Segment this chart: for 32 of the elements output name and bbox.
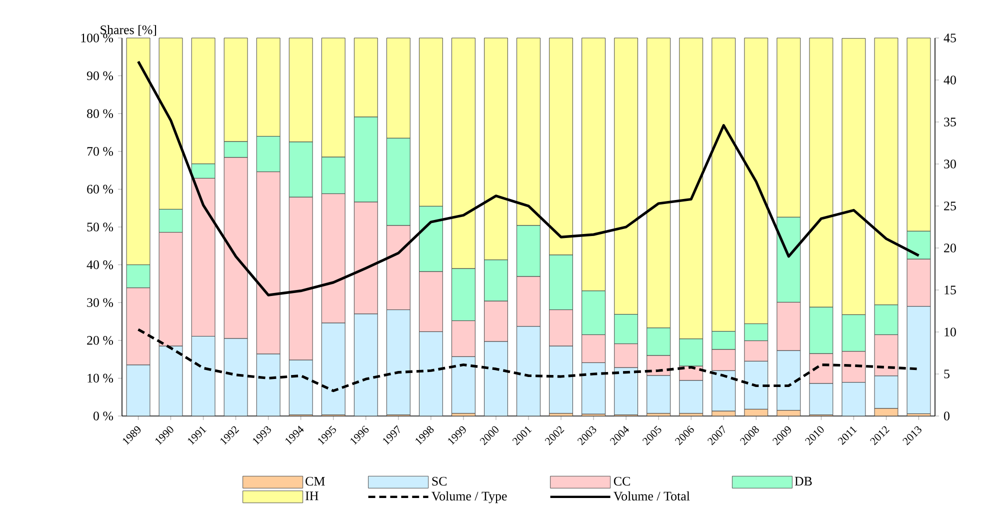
legend-label: CC [614,476,630,486]
y2-tick-label: 20 [944,244,956,252]
y-tick-label: 50 % [87,222,114,232]
y-tick-label: 90 % [86,71,114,80]
y-tick-label: 100 % [81,34,114,42]
legend-label: Volume / Total [614,491,690,501]
y-tick-label: 40 % [86,260,114,270]
y2-tick-label: 15 [944,286,956,294]
legend-label: Volume / Type [432,491,507,504]
y2-tick-label: 25 [944,202,956,210]
x-tick-label: 2011 [838,426,857,445]
legend-label: CM [306,476,325,486]
legend-label: IH [306,492,318,500]
y-tick-label: 20 % [87,336,114,345]
legend-label: DB [794,476,812,486]
y2-tick-label: 35 [944,118,956,126]
y2-tick-label: 10 [944,328,956,336]
legend-label: SC [432,476,447,486]
x-tick-label: 1991 [188,426,207,445]
y-tick-label: 70 % [87,147,114,156]
y-tick-label: 10 % [88,374,114,383]
y-tick-label: 80 % [87,109,114,118]
y2-tick-label: 5 [944,370,950,378]
line-series [136,60,920,296]
y-tick-label: 60 % [87,184,114,194]
y2-tick-label: 45 [944,34,956,42]
y2-tick-label: 40 [944,76,956,84]
y-tick-label: 30 % [87,298,114,307]
y2-tick-label: 0 [944,412,950,420]
y-tick-label: 0 % [93,412,114,420]
y-axis-title: Shares [%] [100,25,156,36]
y2-tick-label: 30 [944,160,956,168]
